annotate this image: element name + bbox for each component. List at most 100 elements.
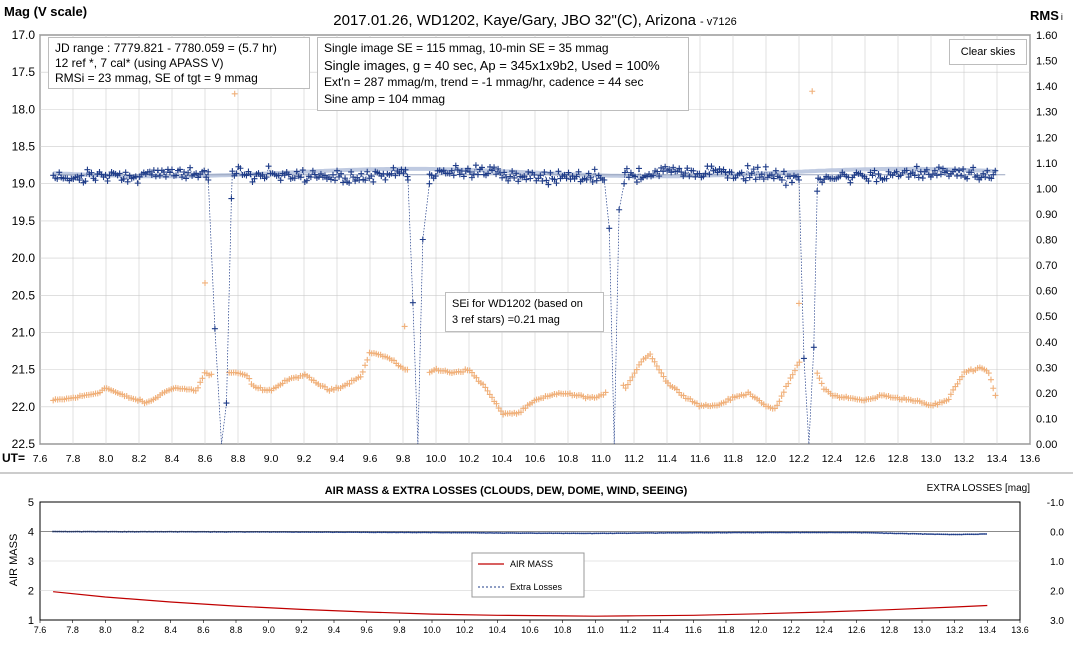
sub-y-ticks-right: 3.0 2.0 1.0 0.0 -1.0 (1047, 498, 1065, 627)
target-point (352, 178, 359, 185)
rms-point (194, 384, 201, 391)
target-point (350, 174, 357, 181)
y-axis-label-left: Mag (V scale) (4, 4, 87, 19)
x-tick-label: 11.4 (657, 453, 677, 465)
target-point (229, 168, 236, 175)
target-point (621, 169, 628, 176)
target-point (780, 168, 787, 175)
target-point (700, 173, 707, 180)
main-y-ticks-left: 17.0 17.5 18.0 18.5 19.0 19.5 20.0 20.5 21.0 21.5… (12, 28, 36, 451)
x-tick-label: 11.6 (690, 453, 710, 465)
target-point (722, 169, 729, 176)
rms-point (649, 355, 656, 362)
x-tick-label: 8.8 (231, 453, 246, 465)
target-point (513, 170, 520, 177)
target-point (263, 174, 270, 181)
target-point (633, 179, 640, 186)
target-point (553, 180, 560, 187)
x-tick-label: 8.6 (198, 453, 213, 465)
rms-point (480, 381, 487, 388)
info-line: Single image SE = 115 mmag, 10-min SE = … (324, 41, 609, 55)
target-point (456, 171, 463, 178)
target-point (511, 174, 518, 181)
target-point (460, 173, 467, 180)
target-point (686, 173, 693, 180)
target-point (146, 168, 153, 175)
target-point (873, 178, 880, 185)
target-point (402, 166, 409, 173)
target-point (120, 175, 127, 182)
target-point (501, 169, 508, 176)
rms-point (818, 380, 825, 387)
x-tick-label: 9.0 (264, 453, 279, 465)
info-line: Single images, g = 40 sec, Ap = 345x1x9b… (324, 58, 660, 73)
target-point (625, 174, 632, 181)
target-point (800, 355, 807, 362)
sub-y-tick-label-left: 1 (28, 615, 34, 627)
target-point (168, 166, 175, 173)
sub-x-tick-label: 12.2 (783, 625, 801, 635)
y-tick-label-right: 0.40 (1036, 337, 1057, 349)
rms-point (693, 400, 700, 407)
sub-x-tick-label: 10.0 (423, 625, 441, 635)
rms-point (359, 368, 366, 375)
target-series (50, 162, 999, 445)
target-point (126, 172, 133, 179)
rms-point (246, 375, 253, 382)
target-point (772, 167, 779, 174)
sub-y-tick-label-right: 2.0 (1050, 587, 1064, 598)
target-point (551, 176, 558, 183)
target-point (631, 173, 638, 180)
x-tick-label: 12.0 (756, 453, 777, 465)
sub-x-tick-label: 9.2 (295, 625, 308, 635)
sub-x-tick-label: 11.2 (620, 625, 637, 635)
target-point (933, 172, 940, 179)
target-point (782, 182, 789, 189)
target-point (929, 171, 936, 178)
target-point (76, 177, 83, 184)
target-point (762, 163, 769, 170)
target-point (177, 166, 184, 173)
target-point (249, 178, 256, 185)
target-point (309, 167, 316, 174)
target-point (466, 169, 473, 176)
target-point (106, 172, 113, 179)
rms-point (231, 90, 238, 97)
main-grid (39, 34, 1031, 445)
sub-y-ticks-left: 1 2 3 4 5 (28, 497, 34, 627)
target-point (796, 177, 802, 184)
y-tick-label-right: 0.80 (1036, 235, 1057, 247)
sub-x-tick-label: 12.6 (848, 625, 866, 635)
rms-point (357, 373, 364, 380)
y-tick-label-left: 22.5 (12, 437, 36, 451)
target-point (452, 162, 459, 169)
target-point (837, 173, 844, 180)
target-point (847, 179, 854, 186)
target-point (616, 206, 623, 213)
sub-x-tick-label: 8.8 (230, 625, 243, 635)
y-tick-label-right: 0.30 (1036, 362, 1057, 374)
target-point (575, 168, 582, 175)
legend-losses-label: Extra Losses (510, 582, 563, 592)
x-tick-label: 12.4 (822, 453, 843, 465)
rms-point (809, 88, 816, 95)
sei-note: SEi for WD1202 (based on 3 ref stars) =0… (445, 292, 604, 332)
target-point (297, 174, 304, 181)
target-point (84, 166, 91, 173)
y-tick-label-left: 18.0 (12, 102, 36, 116)
sub-x-tick-label: 11.8 (718, 625, 735, 635)
target-point (505, 177, 512, 184)
target-point (54, 175, 61, 182)
target-point (134, 180, 141, 187)
target-point (211, 325, 218, 332)
target-point (102, 171, 109, 178)
sub-x-tick-label: 9.8 (393, 625, 406, 635)
target-point (702, 170, 709, 177)
target-point (265, 163, 272, 170)
sub-x-tick-label: 8.6 (197, 625, 210, 635)
target-point (680, 173, 687, 180)
target-point (656, 173, 663, 180)
target-point (388, 170, 395, 177)
x-tick-label: 9.4 (330, 453, 345, 465)
y-tick-label-left: 22.0 (12, 400, 36, 414)
